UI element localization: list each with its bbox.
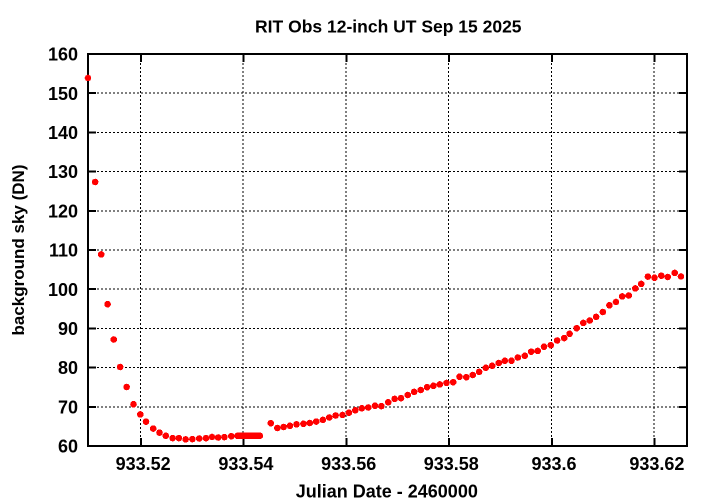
- svg-text:130: 130: [48, 162, 78, 182]
- svg-text:933.6: 933.6: [531, 454, 576, 474]
- svg-text:60: 60: [58, 437, 78, 457]
- svg-text:150: 150: [48, 84, 78, 104]
- svg-text:90: 90: [58, 319, 78, 339]
- svg-text:140: 140: [48, 123, 78, 143]
- svg-text:70: 70: [58, 397, 78, 417]
- svg-text:RIT Obs 12-inch UT Sep 15 2025: RIT Obs 12-inch UT Sep 15 2025: [255, 16, 522, 36]
- svg-text:933.56: 933.56: [321, 454, 376, 474]
- svg-text:110: 110: [49, 241, 78, 261]
- svg-text:933.52: 933.52: [116, 454, 171, 474]
- svg-text:80: 80: [58, 358, 78, 378]
- svg-text:100: 100: [48, 280, 78, 300]
- svg-text:background sky (DN): background sky (DN): [9, 165, 28, 336]
- svg-text:933.54: 933.54: [218, 454, 273, 474]
- svg-text:160: 160: [48, 45, 78, 65]
- svg-text:933.58: 933.58: [424, 454, 479, 474]
- svg-text:120: 120: [48, 201, 78, 221]
- svg-text:933.62: 933.62: [629, 454, 684, 474]
- svg-text:Julian Date - 2460000: Julian Date - 2460000: [296, 482, 478, 502]
